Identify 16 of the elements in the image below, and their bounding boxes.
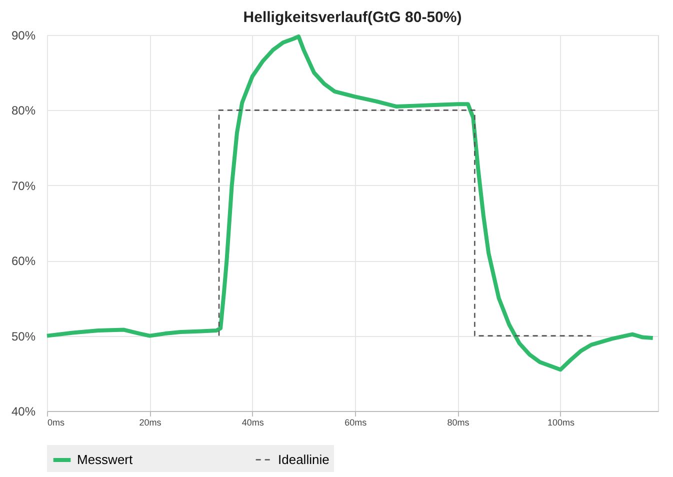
y-tick-label: 40% bbox=[11, 404, 36, 418]
y-tick-label: 70% bbox=[11, 178, 36, 193]
line-series bbox=[45, 34, 655, 372]
x-tick-label: 20ms bbox=[139, 418, 162, 428]
x-tick-label: 60ms bbox=[344, 418, 368, 428]
legend-label: Messwert bbox=[77, 452, 134, 467]
x-tick-label: 100ms bbox=[547, 418, 575, 428]
x-tick-label: 80ms bbox=[447, 418, 470, 428]
y-tick-label: 80% bbox=[11, 104, 36, 118]
chart-title: Helligkeitsverlauf(GtG 80-50%) bbox=[243, 9, 462, 26]
x-tick-label: 0ms bbox=[48, 418, 65, 428]
legend-label: Ideallinie bbox=[278, 452, 330, 467]
y-tick-label: 90% bbox=[11, 28, 36, 42]
y-tick-label: 50% bbox=[11, 329, 36, 344]
y-tick-label: 60% bbox=[11, 254, 36, 268]
x-tick-label: 40ms bbox=[242, 418, 264, 428]
